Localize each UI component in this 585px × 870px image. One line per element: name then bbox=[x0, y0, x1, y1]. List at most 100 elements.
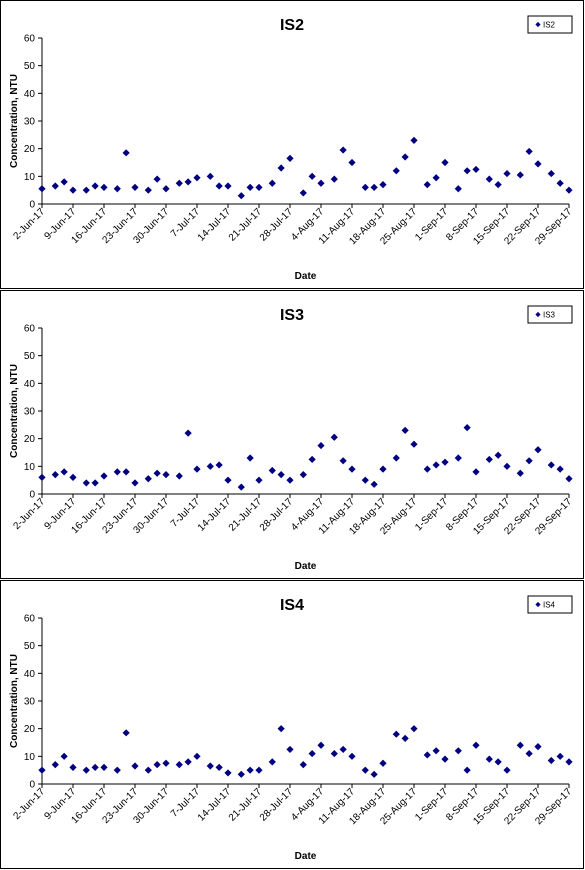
data-point bbox=[472, 468, 480, 476]
data-point bbox=[38, 185, 46, 193]
legend-box bbox=[527, 595, 573, 614]
data-point bbox=[144, 186, 152, 194]
data-point bbox=[255, 476, 263, 484]
data-point bbox=[206, 172, 214, 180]
data-point bbox=[339, 146, 347, 154]
data-point bbox=[122, 729, 130, 737]
data-point bbox=[339, 745, 347, 754]
chart-title: IS3 bbox=[280, 307, 304, 324]
data-point bbox=[392, 730, 400, 738]
data-point bbox=[494, 451, 502, 459]
data-point bbox=[215, 763, 223, 771]
data-point bbox=[237, 770, 245, 778]
chart-is2: IS201020304050602-Jun-179-Jun-1716-Jun-1… bbox=[9, 15, 574, 282]
data-point bbox=[246, 183, 254, 191]
x-tick-label: 2-Jun-17 bbox=[11, 206, 47, 242]
data-point bbox=[454, 454, 462, 462]
data-point bbox=[308, 455, 316, 464]
y-tick-label: 60 bbox=[24, 324, 36, 335]
data-point bbox=[299, 189, 307, 197]
y-tick-label: 30 bbox=[24, 407, 36, 418]
data-point bbox=[516, 741, 524, 749]
y-axis-title: Concentration, NTU bbox=[9, 74, 20, 168]
data-point bbox=[215, 461, 223, 469]
data-point bbox=[361, 766, 369, 774]
data-point bbox=[286, 745, 294, 754]
data-point bbox=[268, 758, 276, 766]
data-point bbox=[60, 178, 68, 186]
data-point bbox=[255, 766, 263, 774]
x-tick-label: 2-Jun-17 bbox=[11, 496, 47, 532]
data-point bbox=[547, 756, 555, 765]
data-point bbox=[547, 169, 555, 178]
data-point bbox=[556, 179, 564, 187]
data-point bbox=[432, 174, 440, 182]
legend-label: IS2 bbox=[543, 21, 556, 30]
legend-marker bbox=[535, 601, 541, 608]
y-tick-label: 20 bbox=[24, 434, 36, 445]
data-point bbox=[392, 167, 400, 175]
data-point bbox=[423, 181, 431, 189]
y-tick-label: 10 bbox=[24, 462, 36, 473]
data-point bbox=[162, 185, 170, 193]
chart-panel-is3: IS3 0 10 20 30 40 50 60 2-Jun-17 9-Jun-17 16-Jun-1… bbox=[0, 290, 584, 579]
y-axis-title: Concentration, NTU bbox=[9, 364, 20, 458]
data-point bbox=[432, 461, 440, 469]
data-point bbox=[144, 475, 152, 483]
legend-marker bbox=[535, 21, 541, 28]
x-tick-label: 2-Jun-17 bbox=[11, 786, 47, 822]
data-point bbox=[494, 758, 502, 766]
data-point bbox=[38, 473, 46, 481]
data-point bbox=[317, 441, 325, 450]
data-point bbox=[51, 761, 59, 769]
data-point bbox=[131, 762, 139, 770]
data-point bbox=[348, 465, 356, 473]
data-point bbox=[317, 741, 325, 749]
chart-title: IS2 bbox=[280, 17, 304, 34]
data-point bbox=[100, 472, 108, 480]
data-point bbox=[277, 471, 285, 479]
y-tick-label: 10 bbox=[24, 172, 36, 183]
legend-box bbox=[527, 305, 573, 324]
data-point bbox=[277, 725, 285, 733]
data-point bbox=[175, 179, 183, 187]
data-point bbox=[100, 183, 108, 191]
data-point bbox=[82, 186, 90, 194]
data-point bbox=[370, 183, 378, 191]
data-point bbox=[224, 769, 232, 777]
data-point bbox=[339, 457, 347, 465]
y-tick-label: 60 bbox=[24, 614, 36, 625]
data-point bbox=[193, 174, 201, 182]
data-point bbox=[122, 149, 130, 157]
data-point bbox=[401, 153, 409, 161]
data-point bbox=[441, 755, 449, 763]
data-point bbox=[361, 476, 369, 484]
data-point bbox=[454, 747, 462, 755]
legend: IS3 bbox=[527, 305, 573, 324]
chart-is3: IS301020304050602-Jun-179-Jun-1716-Jun-1… bbox=[9, 305, 574, 572]
data-point bbox=[91, 182, 99, 190]
y-axis-title: Concentration, NTU bbox=[9, 654, 20, 748]
data-point bbox=[423, 751, 431, 759]
data-point bbox=[277, 164, 285, 172]
data-point bbox=[69, 186, 77, 194]
chart-panel-is2: IS2 0 10 20 30 40 50 60 2-Jun-17 9-Jun-17 16-Jun-1… bbox=[0, 0, 584, 289]
data-point bbox=[503, 169, 511, 178]
data-point bbox=[472, 165, 480, 174]
y-tick-label: 0 bbox=[29, 780, 35, 791]
data-point bbox=[525, 457, 533, 465]
y-tick-label: 40 bbox=[24, 89, 36, 100]
data-point bbox=[224, 182, 232, 190]
data-point bbox=[556, 752, 564, 760]
data-point bbox=[91, 479, 99, 487]
y-tick-label: 0 bbox=[29, 490, 35, 501]
data-point bbox=[485, 175, 493, 183]
data-point bbox=[69, 763, 77, 771]
data-point bbox=[454, 185, 462, 193]
data-point bbox=[122, 468, 130, 476]
chart-is4: IS401020304050602-Jun-179-Jun-1716-Jun-1… bbox=[9, 595, 574, 862]
data-point bbox=[299, 471, 307, 479]
data-point bbox=[144, 766, 152, 774]
legend-label: IS4 bbox=[543, 601, 556, 610]
x-tick-label: 28-Jul-17 bbox=[258, 496, 296, 534]
